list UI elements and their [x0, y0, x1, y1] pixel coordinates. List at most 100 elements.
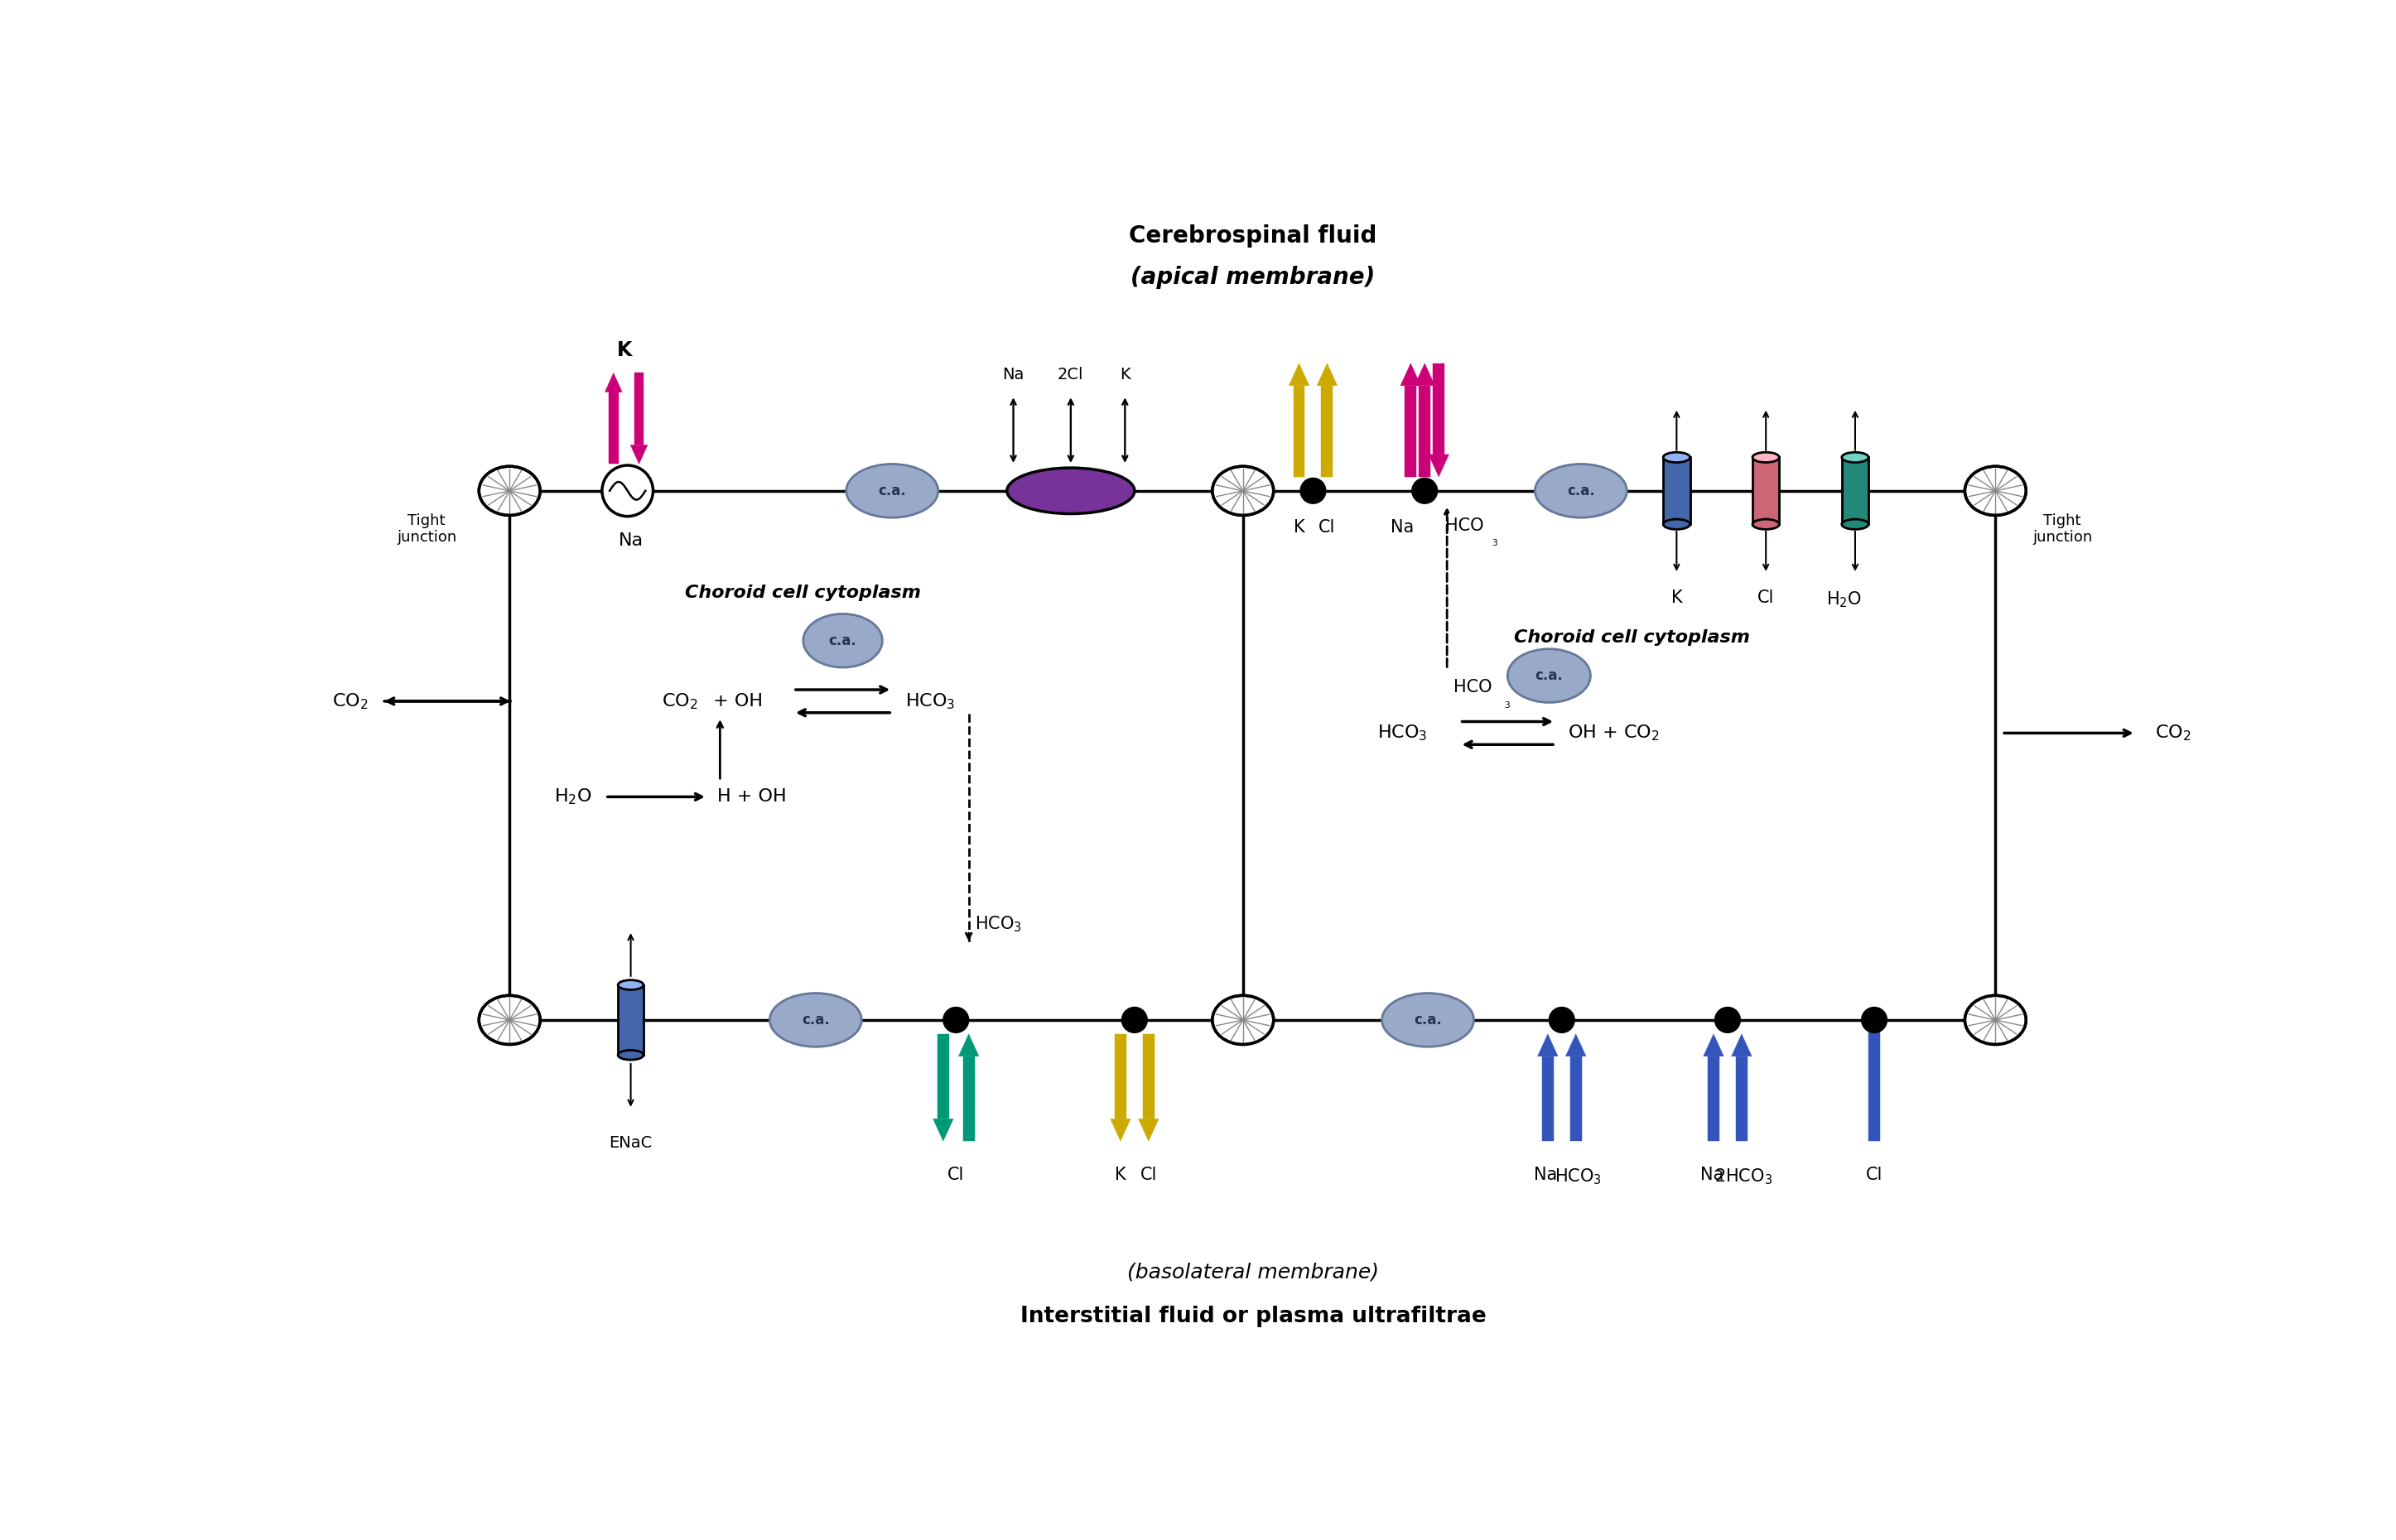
Text: Na: Na: [1002, 367, 1023, 382]
Polygon shape: [1289, 363, 1308, 385]
Text: CO$_2$: CO$_2$: [661, 691, 697, 711]
Ellipse shape: [1751, 453, 1780, 462]
Ellipse shape: [769, 993, 863, 1047]
Ellipse shape: [803, 614, 882, 667]
Text: Cl: Cl: [1318, 519, 1335, 536]
Polygon shape: [630, 445, 647, 464]
Polygon shape: [609, 393, 618, 464]
Text: H$_2$O: H$_2$O: [553, 787, 592, 807]
Text: Na: Na: [1533, 1167, 1557, 1183]
Ellipse shape: [1536, 464, 1627, 517]
Ellipse shape: [1006, 468, 1136, 514]
Text: 2HCO$_3$: 2HCO$_3$: [1716, 1167, 1773, 1186]
Polygon shape: [1735, 1056, 1747, 1141]
Text: c.a.: c.a.: [829, 633, 858, 648]
Polygon shape: [1565, 1033, 1586, 1056]
Text: Cl: Cl: [1756, 590, 1775, 607]
Text: $_3$: $_3$: [1493, 536, 1498, 548]
Text: (apical membrane): (apical membrane): [1131, 266, 1375, 290]
Polygon shape: [1663, 457, 1689, 524]
Polygon shape: [604, 373, 623, 393]
Polygon shape: [635, 373, 645, 445]
Polygon shape: [1869, 1012, 1881, 1141]
Text: c.a.: c.a.: [879, 484, 906, 499]
Polygon shape: [1294, 385, 1306, 477]
Text: HCO$_3$: HCO$_3$: [1555, 1167, 1601, 1186]
Ellipse shape: [1382, 993, 1474, 1047]
Text: HCO: HCO: [1445, 517, 1483, 534]
Polygon shape: [1708, 1056, 1720, 1141]
Ellipse shape: [1965, 467, 2027, 516]
Polygon shape: [1538, 1033, 1557, 1056]
Polygon shape: [1414, 363, 1435, 385]
Polygon shape: [1138, 1118, 1160, 1141]
Text: Tight
junction: Tight junction: [398, 513, 458, 545]
Polygon shape: [1751, 457, 1780, 524]
Circle shape: [1411, 477, 1438, 504]
Text: Cerebrospinal fluid: Cerebrospinal fluid: [1129, 225, 1378, 248]
Ellipse shape: [1212, 467, 1275, 516]
Text: CO$_2$: CO$_2$: [333, 691, 369, 711]
Polygon shape: [1433, 363, 1445, 454]
Polygon shape: [1428, 454, 1450, 477]
Polygon shape: [1109, 1118, 1131, 1141]
Polygon shape: [1320, 385, 1332, 477]
Ellipse shape: [479, 467, 539, 516]
Circle shape: [1301, 477, 1325, 504]
Text: Na: Na: [618, 533, 642, 548]
Text: K: K: [1670, 590, 1682, 607]
Polygon shape: [1704, 1033, 1723, 1056]
Polygon shape: [932, 1118, 954, 1141]
Polygon shape: [963, 1056, 975, 1141]
Ellipse shape: [1507, 648, 1591, 702]
Ellipse shape: [846, 464, 939, 517]
Polygon shape: [1864, 1012, 1886, 1033]
Text: HCO$_3$: HCO$_3$: [975, 915, 1023, 935]
Text: K: K: [1119, 367, 1131, 382]
Text: 2Cl: 2Cl: [1057, 367, 1083, 382]
Polygon shape: [618, 986, 645, 1055]
Text: ENaC: ENaC: [609, 1135, 652, 1150]
Ellipse shape: [1965, 995, 2027, 1044]
Text: $_3$: $_3$: [1505, 698, 1512, 710]
Text: c.a.: c.a.: [1414, 1012, 1442, 1027]
Text: Choroid cell cytoplasm: Choroid cell cytoplasm: [685, 585, 920, 601]
Ellipse shape: [1663, 453, 1689, 462]
Text: HCO$_3$: HCO$_3$: [1378, 724, 1428, 742]
Text: H + OH: H + OH: [716, 788, 786, 805]
Text: Interstitial fluid or plasma ultrafiltrae: Interstitial fluid or plasma ultrafiltra…: [1021, 1306, 1486, 1327]
Circle shape: [1121, 1007, 1148, 1033]
Text: c.a.: c.a.: [803, 1012, 829, 1027]
Ellipse shape: [618, 979, 645, 990]
Ellipse shape: [1843, 453, 1869, 462]
Polygon shape: [1404, 385, 1416, 477]
Circle shape: [944, 1007, 968, 1033]
Text: CO$_2$: CO$_2$: [2154, 724, 2190, 742]
Polygon shape: [1543, 1056, 1553, 1141]
Text: + OH: + OH: [707, 693, 762, 710]
Circle shape: [1550, 1007, 1574, 1033]
Text: (basolateral membrane): (basolateral membrane): [1126, 1261, 1380, 1281]
Text: K: K: [616, 340, 633, 360]
Text: Cl: Cl: [946, 1167, 966, 1183]
Polygon shape: [958, 1033, 980, 1056]
Circle shape: [1862, 1007, 1888, 1033]
Text: Cl: Cl: [1140, 1167, 1157, 1183]
Text: Na: Na: [1390, 519, 1414, 536]
Text: Tight
junction: Tight junction: [2032, 513, 2092, 545]
Text: K: K: [1294, 519, 1306, 536]
Polygon shape: [937, 1033, 949, 1118]
Text: HCO$_3$: HCO$_3$: [906, 691, 956, 711]
Polygon shape: [1143, 1033, 1155, 1118]
Text: K: K: [1114, 1167, 1126, 1183]
Ellipse shape: [618, 1050, 645, 1060]
Text: c.a.: c.a.: [1567, 484, 1596, 499]
Text: OH + CO$_2$: OH + CO$_2$: [1567, 724, 1660, 742]
Polygon shape: [1318, 363, 1337, 385]
Ellipse shape: [1751, 519, 1780, 530]
Ellipse shape: [1663, 519, 1689, 530]
Text: H$_2$O: H$_2$O: [1826, 590, 1862, 610]
Polygon shape: [1114, 1033, 1126, 1118]
Polygon shape: [1399, 363, 1421, 385]
Polygon shape: [1843, 457, 1869, 524]
